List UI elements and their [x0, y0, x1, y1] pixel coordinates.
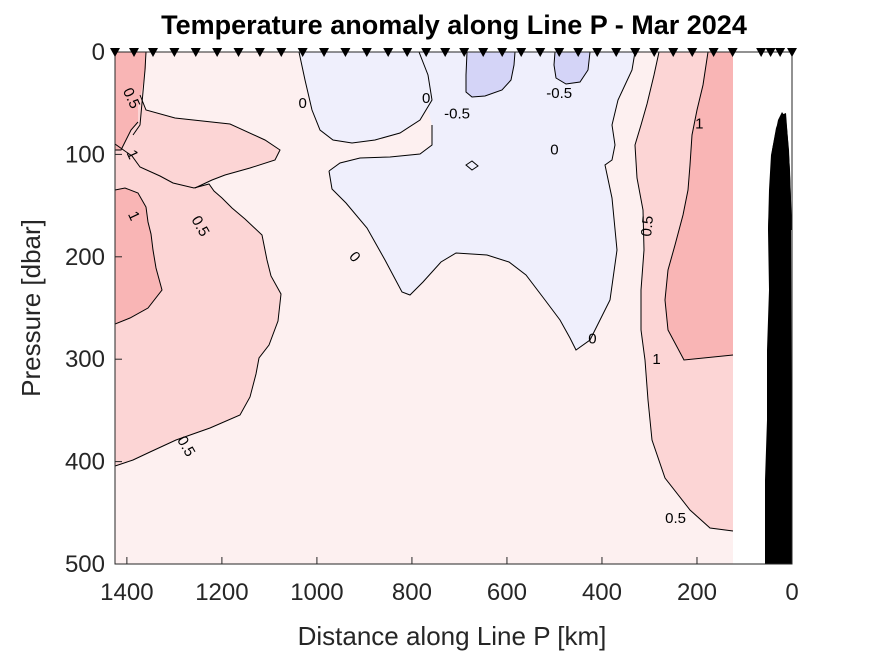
station-marker: [212, 48, 223, 57]
x-tick-label: 400: [582, 579, 622, 606]
station-marker: [687, 48, 698, 57]
central-cool-region: [299, 52, 635, 350]
y-axis-label: Pressure [dbar]: [16, 219, 46, 397]
station-marker: [649, 48, 660, 57]
station-marker: [421, 48, 432, 57]
station-marker: [402, 48, 413, 57]
station-marker: [383, 48, 394, 57]
station-marker: [611, 48, 622, 57]
station-marker: [756, 48, 767, 57]
station-marker: [110, 48, 120, 57]
left-hot-region-1: [115, 52, 146, 150]
station-marker: [254, 48, 265, 57]
station-marker: [630, 48, 641, 57]
station-marker: [535, 48, 546, 57]
x-tick-label: 0: [785, 579, 798, 606]
contour-label: 0.5: [665, 510, 686, 527]
station-marker: [440, 48, 451, 57]
y-tick-label: 0: [92, 39, 105, 66]
station-marker: [190, 48, 201, 57]
y-tick-label: 400: [65, 449, 105, 476]
y-tick-label: 500: [65, 551, 105, 578]
contour-left-05: [115, 52, 282, 467]
station-marker: [787, 48, 797, 57]
x-tick-label: 1400: [100, 579, 153, 606]
x-axis-ticks: 1400 1200 1000 800 600 400 200 0: [100, 557, 799, 606]
contour-label: 0.5: [638, 215, 657, 237]
station-marker: [361, 48, 372, 57]
contour-label: -0.5: [546, 85, 572, 102]
station-marker: [459, 48, 470, 57]
x-tick-label: 800: [392, 579, 432, 606]
left-hot-region-1-lower: [115, 188, 162, 324]
bathymetry-top: [768, 113, 792, 230]
contour-right-1: [664, 52, 734, 361]
station-marker: [765, 48, 776, 57]
station-marker: [340, 48, 351, 57]
contour-central-0: [298, 52, 636, 351]
contour-left-1: [115, 121, 163, 325]
x-tick-label: 600: [487, 579, 527, 606]
contour-label: -0.5: [444, 105, 470, 122]
station-marker: [573, 48, 584, 57]
y-tick-label: 100: [65, 141, 105, 168]
station-marker: [169, 48, 180, 57]
contour-label: 0: [550, 141, 558, 158]
station-marker: [554, 48, 565, 57]
station-marker: [276, 48, 287, 57]
cold-core-west: [466, 52, 515, 97]
left-warm-region-05-top: [115, 52, 280, 188]
contour-label: 1: [652, 351, 660, 368]
x-tick-label: 1000: [290, 579, 343, 606]
contour-small-eddy: [465, 160, 479, 171]
station-marker: [497, 48, 508, 57]
contour-cold-west: [465, 52, 516, 98]
x-tick-label: 200: [677, 579, 717, 606]
contour-cold-east: [553, 52, 591, 85]
station-marker: [319, 48, 330, 57]
axes-box: [114, 51, 793, 565]
central-cool-bridge: [299, 52, 432, 143]
station-marker: [297, 48, 308, 57]
left-warm-region-05: [115, 52, 281, 466]
chart-title: Temperature anomaly along Line P - Mar 2…: [161, 10, 747, 40]
station-marker: [233, 48, 244, 57]
station-marker: [775, 48, 786, 57]
contour-label: 1: [695, 116, 703, 133]
contour-left-05-upper: [139, 94, 281, 189]
station-marker: [708, 48, 719, 57]
station-marker: [148, 48, 159, 57]
station-marker: [516, 48, 527, 57]
contour-label: 0: [588, 331, 596, 348]
plot-area: [115, 52, 792, 564]
contour-label: 0: [298, 95, 306, 112]
station-marker: [478, 48, 489, 57]
x-axis-label: Distance along Line P [km]: [298, 621, 607, 651]
y-axis-ticks: 0 100 200 300 400 500: [65, 39, 122, 578]
station-marker: [727, 48, 738, 57]
cold-core-east: [554, 52, 590, 84]
station-marker: [592, 48, 603, 57]
x-tick-label: 1200: [195, 579, 248, 606]
y-tick-label: 300: [65, 346, 105, 373]
y-tick-label: 200: [65, 244, 105, 271]
contour-right-05: [634, 52, 734, 532]
station-markers: [110, 48, 797, 57]
station-marker: [129, 48, 140, 57]
station-marker: [668, 48, 679, 57]
contour-label: 0: [422, 90, 430, 107]
right-hot-region-1: [665, 52, 733, 360]
